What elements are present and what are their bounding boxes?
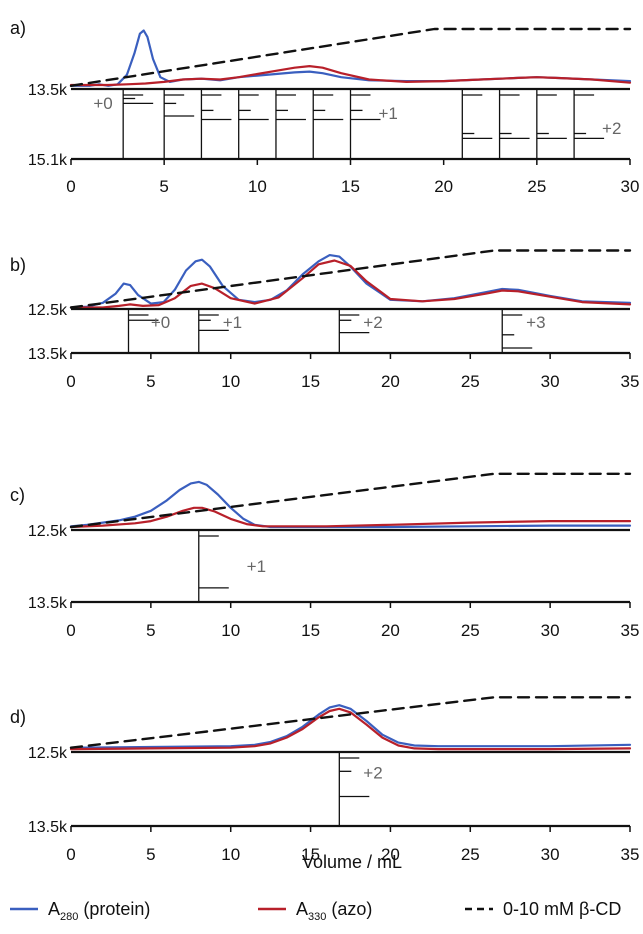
x-tick-label: 20 xyxy=(381,621,400,640)
x-tick-label: 15 xyxy=(301,372,320,391)
panel-d: d) +2 12.5k 13.5k 0 5 10 15 20 25 30 35 xyxy=(10,696,640,864)
mass-spectrum xyxy=(200,89,232,159)
series-line-protein xyxy=(69,254,632,309)
charge-annotation: +1 xyxy=(378,104,397,123)
panels: a) +0 +1 +2 13.5k 15.1k 0 5 10 15 20 25 30 b) +0 +1 +2 +3… xyxy=(10,18,639,864)
series-line-gradient xyxy=(69,696,632,749)
mass-spectrum xyxy=(275,89,306,159)
x-tick-label: 0 xyxy=(66,177,75,196)
legend-label: A280 (protein) xyxy=(48,899,150,923)
panel-a: a) +0 +1 +2 13.5k 15.1k 0 5 10 15 20 25 30 xyxy=(10,18,639,196)
series-line-protein xyxy=(69,480,632,529)
x-tick-label: 30 xyxy=(541,372,560,391)
legend-label: A330 (azo) xyxy=(296,899,372,923)
x-tick-label: 35 xyxy=(621,372,640,391)
x-tick-label: 25 xyxy=(527,177,546,196)
mass-tick-label: 13.5k xyxy=(28,346,68,363)
legend: A280 (protein) A330 (azo) 0-10 mM β-CD xyxy=(10,899,621,923)
x-tick-label: 5 xyxy=(159,177,168,196)
mass-spectrum xyxy=(461,89,493,159)
x-tick-label: 0 xyxy=(66,621,75,640)
x-tick-label: 20 xyxy=(381,372,400,391)
series-line-gradient xyxy=(69,27,632,87)
x-tick-label: 20 xyxy=(381,845,400,864)
x-tick-label: 10 xyxy=(248,177,267,196)
mass-spectrum xyxy=(198,309,229,353)
panel-label: a) xyxy=(10,18,26,38)
mass-spectrum xyxy=(238,89,269,159)
mass-tick-label: 13.5k xyxy=(28,819,68,836)
mass-spectrum xyxy=(127,309,159,353)
mass-spectrum xyxy=(338,309,370,353)
series-line-azo xyxy=(69,65,632,87)
charge-annotation: +3 xyxy=(526,313,545,332)
x-tick-label: 5 xyxy=(146,845,155,864)
x-tick-label: 25 xyxy=(461,621,480,640)
x-tick-label: 30 xyxy=(541,621,560,640)
mass-spectrum xyxy=(122,89,154,159)
mass-spectrum xyxy=(163,89,195,159)
x-tick-label: 15 xyxy=(341,177,360,196)
x-tick-label: 25 xyxy=(461,372,480,391)
mass-spectrum xyxy=(536,89,567,159)
mass-spectrum xyxy=(498,89,530,159)
mass-tick-label: 12.5k xyxy=(28,302,68,319)
series-line-azo xyxy=(69,259,632,309)
mass-tick-label: 15.1k xyxy=(28,152,68,169)
charge-annotation: +1 xyxy=(223,313,242,332)
x-tick-label: 5 xyxy=(146,621,155,640)
series-line-azo xyxy=(69,707,632,751)
mass-spectrum xyxy=(501,309,533,353)
x-tick-label: 35 xyxy=(621,845,640,864)
x-tick-label: 15 xyxy=(301,845,320,864)
mass-spectrum xyxy=(312,89,344,159)
charge-annotation: +2 xyxy=(602,119,621,138)
mass-spectrum xyxy=(573,89,605,159)
x-tick-label: 0 xyxy=(66,372,75,391)
panel-label: d) xyxy=(10,707,26,727)
panel-b: b) +0 +1 +2 +3 12.5k 13.5k 0 5 10 15 20 25 30 35 xyxy=(10,249,640,391)
mass-spectrum xyxy=(349,89,381,159)
mass-spectrum xyxy=(338,752,370,826)
x-tick-label: 0 xyxy=(66,845,75,864)
series-line-azo xyxy=(69,506,632,529)
x-axis-label: Volume / mL xyxy=(302,852,402,872)
x-tick-label: 10 xyxy=(221,372,240,391)
x-tick-label: 20 xyxy=(434,177,453,196)
charge-annotation: +2 xyxy=(363,313,382,332)
legend-item-protein: A280 (protein) xyxy=(10,899,150,923)
mass-spectrum xyxy=(198,530,229,602)
legend-item-gradient: 0-10 mM β-CD xyxy=(465,899,621,919)
x-tick-label: 5 xyxy=(146,372,155,391)
mass-tick-label: 12.5k xyxy=(28,523,68,540)
mass-tick-label: 13.5k xyxy=(28,595,68,612)
x-tick-label: 30 xyxy=(541,845,560,864)
x-tick-label: 10 xyxy=(221,845,240,864)
legend-label: 0-10 mM β-CD xyxy=(503,899,621,919)
x-tick-label: 35 xyxy=(621,621,640,640)
series-line-protein xyxy=(69,704,632,749)
mass-tick-label: 12.5k xyxy=(28,745,68,762)
mass-tick-label: 13.5k xyxy=(28,82,68,99)
x-tick-label: 15 xyxy=(301,621,320,640)
panel-c: c) +1 12.5k 13.5k 0 5 10 15 20 25 30 35 xyxy=(10,472,640,640)
panel-label: c) xyxy=(10,485,25,505)
charge-annotation: +0 xyxy=(151,313,170,332)
panel-label: b) xyxy=(10,255,26,275)
charge-annotation: +1 xyxy=(247,557,266,576)
legend-item-azo: A330 (azo) xyxy=(258,899,372,923)
x-tick-label: 30 xyxy=(621,177,640,196)
charge-annotation: +2 xyxy=(363,764,382,783)
x-tick-label: 10 xyxy=(221,621,240,640)
charge-annotation: +0 xyxy=(93,94,112,113)
x-tick-label: 25 xyxy=(461,845,480,864)
series-line-gradient xyxy=(69,249,632,309)
